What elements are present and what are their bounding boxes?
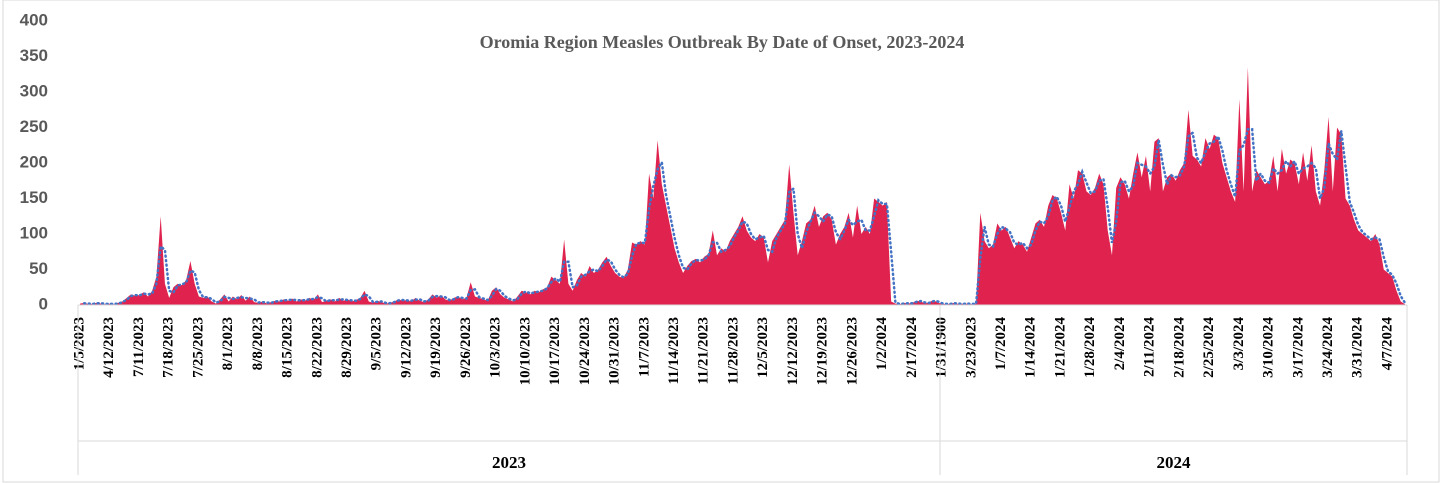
x-tick-label: 1/2/2024 <box>874 317 890 371</box>
y-tick-label: 300 <box>20 81 48 100</box>
y-tick-label: 400 <box>20 10 48 29</box>
x-tick-label: 10/24/2023 <box>577 317 593 385</box>
x-tick-label: 2/17/2024 <box>904 317 920 378</box>
x-tick-label: 3/31/2024 <box>1350 317 1366 378</box>
chart-title: Oromia Region Measles Outbreak By Date o… <box>480 32 965 52</box>
area <box>80 67 1405 306</box>
x-tick-label: 2/11/2024 <box>1142 317 1158 378</box>
y-tick-label: 250 <box>20 117 48 136</box>
x-tick-label: 12/26/2023 <box>844 317 860 385</box>
x-tick-label: 7/25/2023 <box>190 317 206 378</box>
group-label: 2023 <box>492 453 526 472</box>
x-tick-label: 12/5/2023 <box>755 317 771 378</box>
x-tick-label: 2/4/2024 <box>1112 317 1128 371</box>
y-tick-label: 0 <box>39 294 48 313</box>
y-tick-label: 50 <box>29 259 48 278</box>
x-tick-label: 4/7/2024 <box>1379 317 1395 371</box>
x-tick-label: 1/14/2024 <box>1023 317 1039 378</box>
x-tick-label: 9/12/2023 <box>398 317 414 378</box>
x-tick-label: 1/28/2024 <box>1082 317 1098 378</box>
x-tick-label: 7/11/2023 <box>131 317 147 377</box>
x-tick-label: 8/15/2023 <box>280 317 296 378</box>
x-tick-label: 8/29/2023 <box>339 317 355 378</box>
x-tick-label: 9/5/2023 <box>369 317 385 370</box>
x-tick-label: 10/31/2023 <box>607 317 623 385</box>
x-tick-label: 10/17/2023 <box>547 317 563 385</box>
x-tick-label: 4/12/2023 <box>101 317 117 378</box>
y-tick-label: 100 <box>20 223 48 242</box>
x-tick-label: 10/3/2023 <box>488 317 504 378</box>
x-tick-label: 12/12/2023 <box>785 317 801 385</box>
x-tick-label: 1/7/2024 <box>993 317 1009 371</box>
x-tick-label: 11/21/2023 <box>696 317 712 385</box>
x-tick-label: 10/10/2023 <box>517 317 533 385</box>
x-tick-label: 3/10/2024 <box>1261 317 1277 378</box>
x-tick-label: 8/8/2023 <box>250 317 266 370</box>
x-tick-label: 11/14/2023 <box>666 317 682 385</box>
x-tick-label: 8/22/2023 <box>309 317 325 378</box>
x-tick-label: 3/17/2024 <box>1290 317 1306 378</box>
x-tick-label: 1/31/1900 <box>934 317 950 378</box>
x-tick-label: 3/3/2024 <box>1231 317 1247 371</box>
x-tick-label: 9/19/2023 <box>428 317 444 378</box>
x-tick-label: 1/21/2024 <box>1052 317 1068 378</box>
x-tick-label: 7/18/2023 <box>161 317 177 378</box>
x-tick-label: 8/1/2023 <box>220 317 236 370</box>
x-tick-label: 3/24/2024 <box>1320 317 1336 378</box>
x-tick-label: 12/19/2023 <box>815 317 831 385</box>
x-tick-label: 9/26/2023 <box>458 317 474 378</box>
y-tick-label: 200 <box>20 152 48 171</box>
x-tick-label: 1/5/2023 <box>71 317 87 370</box>
x-tick-label: 11/7/2023 <box>636 317 652 377</box>
group-label: 2024 <box>1156 453 1191 472</box>
x-tick-label: 3/23/2023 <box>963 317 979 378</box>
x-tick-label: 2/18/2024 <box>1171 317 1187 378</box>
moving-average <box>82 128 1407 306</box>
x-tick-label: 11/28/2023 <box>725 317 741 385</box>
y-tick-label: 150 <box>20 188 48 207</box>
x-tick-label: 2/25/2024 <box>1201 317 1217 378</box>
y-tick-label: 350 <box>20 46 48 65</box>
